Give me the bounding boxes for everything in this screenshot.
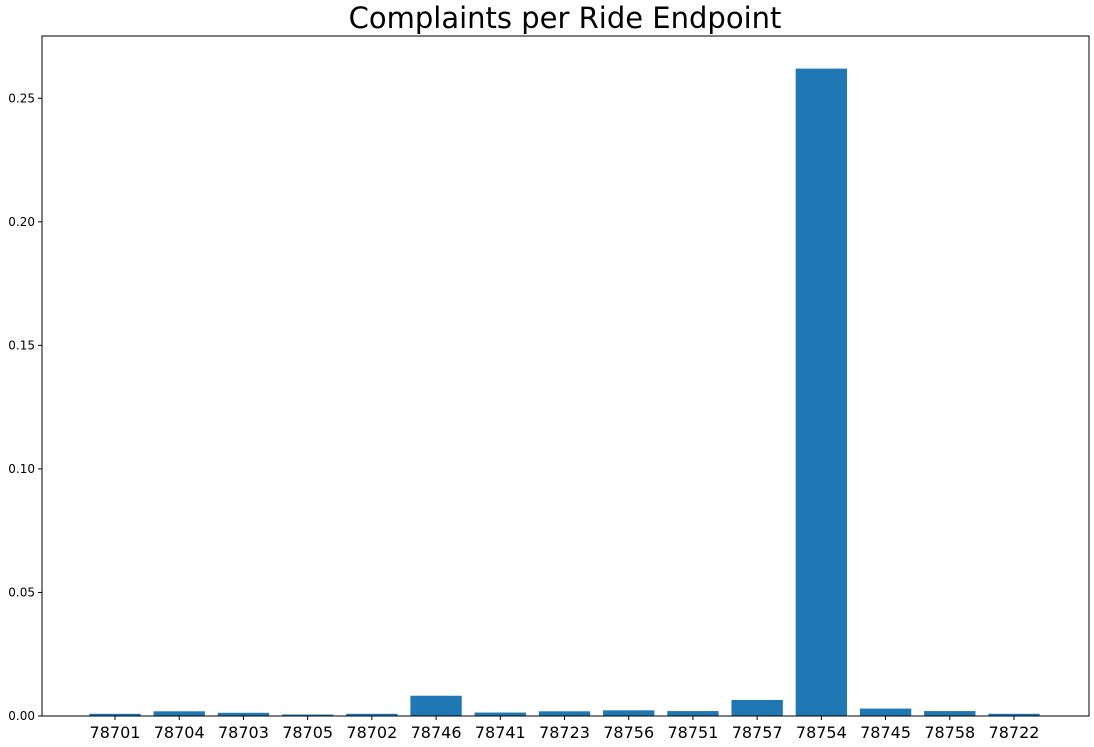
chart-title: Complaints per Ride Endpoint [349,1,782,35]
bar-78746 [410,695,462,716]
bar-78751 [667,711,719,716]
x-tick-label: 78757 [732,723,783,742]
x-tick-label: 78705 [282,723,333,742]
y-tick-label: 0.25 [8,91,35,105]
bar-78741 [474,712,526,716]
bar-series [89,68,1040,717]
y-tick-label: 0.00 [8,709,35,723]
bar-78703 [217,712,270,716]
x-axis: 78701 78704 78703 78705 78702 78746 78741 78723… [90,716,1040,742]
x-tick-label: 78723 [539,723,590,742]
x-tick-label: 78751 [667,723,718,742]
x-tick-label: 78703 [218,723,269,742]
x-tick-label: 78754 [796,723,847,742]
bar-78758 [924,711,976,716]
bar-78701 [89,713,141,716]
bar-78723 [538,711,591,716]
bar-78704 [153,711,205,716]
bar-78705 [281,714,334,716]
x-tick-label: 78701 [90,723,141,742]
y-tick-label: 0.15 [8,338,35,352]
x-tick-label: 78722 [989,723,1040,742]
x-tick-label: 78741 [475,723,526,742]
bar-78722 [988,713,1040,716]
x-tick-label: 78745 [860,723,911,742]
x-tick-label: 78704 [154,723,205,742]
bar-78757 [731,699,783,716]
y-axis: 0.00 0.05 0.10 0.15 0.20 0.25 [8,91,42,723]
plot-frame [41,35,1090,717]
bar-78754 [795,68,848,717]
y-tick-label: 0.05 [8,585,35,599]
x-tick-label: 78702 [346,723,397,742]
y-tick-label: 0.10 [8,462,35,476]
x-tick-label: 78756 [603,723,654,742]
bar-78702 [346,713,398,716]
bar-78756 [603,710,655,716]
y-tick-label: 0.20 [8,215,35,229]
bar-78745 [859,708,912,716]
x-tick-label: 78746 [411,723,462,742]
x-tick-label: 78758 [924,723,975,742]
